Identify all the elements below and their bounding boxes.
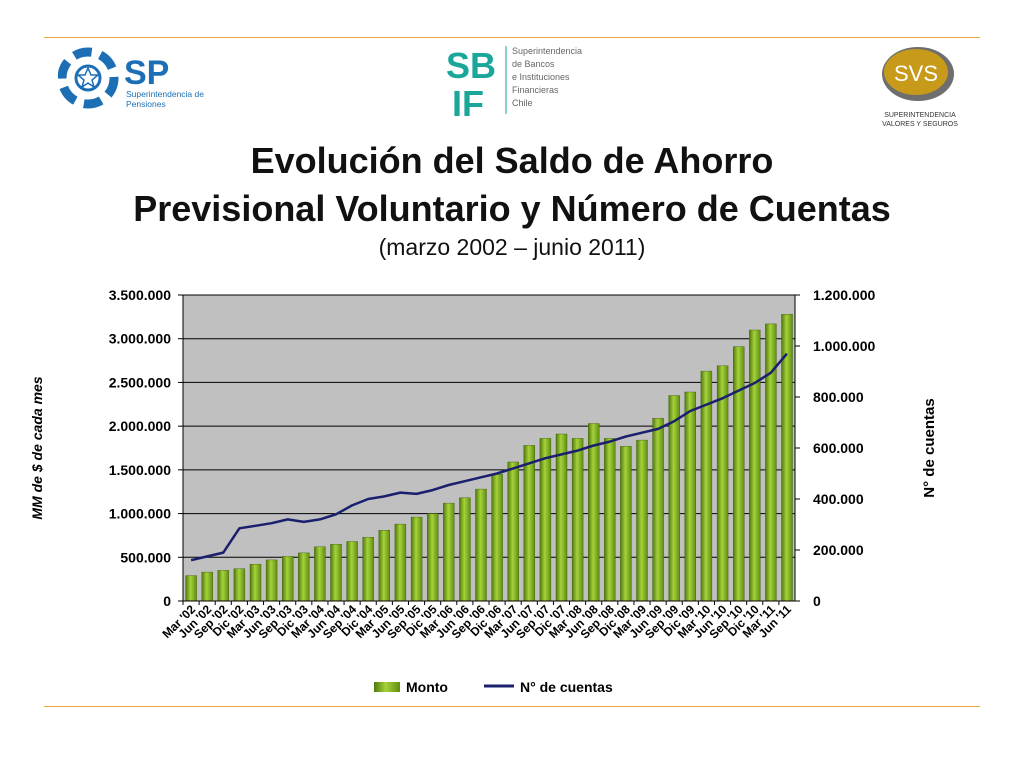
bottom-divider [44, 706, 980, 707]
bar-monto [620, 446, 632, 602]
bar-monto [314, 546, 326, 602]
bar-monto [507, 461, 519, 602]
page-subtitle: (marzo 2002 – junio 2011) [378, 234, 646, 260]
legend-label-cuentas: N° de cuentas [520, 679, 613, 695]
sp-logo-line2: Pensiones [126, 99, 166, 109]
sbif-logo-line: Superintendencia [512, 46, 582, 56]
sbif-logo-line: Chile [512, 98, 533, 108]
svs-logo-initials: SVS [894, 61, 938, 86]
bar-monto [217, 570, 230, 602]
bar-monto [330, 544, 342, 602]
savings-chart: 0 500.000 1.000.000 1.500.000 2.000.000 2.500… [29, 287, 938, 695]
legend: Monto N° de cuentas [374, 679, 613, 695]
page-title-line2: Previsional Voluntario y Número de Cuent… [133, 188, 891, 229]
y2-tick-label: 1.200.000 [813, 287, 875, 303]
line-cuentas [190, 352, 788, 562]
y2-tick-label: 600.000 [813, 440, 864, 456]
bar-monto [427, 513, 439, 602]
bar-monto [298, 552, 310, 602]
svs-logo-line1: SUPERINTENDENCIA [884, 112, 956, 119]
legend-swatch-monto [374, 682, 400, 692]
y-axis-label: MM de $ de cada mes [29, 376, 45, 519]
bar-monto [475, 488, 487, 602]
bar-monto [201, 571, 213, 602]
bar-monto [378, 530, 390, 602]
bar-monto [733, 346, 745, 602]
y2-tick-label: 0 [813, 593, 821, 609]
bar-monto [185, 575, 197, 602]
sbif-logo-initials-bottom: IF [452, 83, 484, 120]
y-tick-label: 500.000 [120, 549, 171, 565]
sbif-logo-line: e Instituciones [512, 72, 570, 82]
y2-axis-label: N° de cuentas [921, 398, 938, 497]
svs-logo-line2: VALORES Y SEGUROS [882, 121, 958, 128]
y2-tick-label: 800.000 [813, 389, 864, 405]
sbif-logo-initials-top: SB [446, 45, 496, 86]
svs-emblem-icon [884, 49, 948, 95]
bar-monto [539, 438, 552, 602]
bar-monto [588, 423, 600, 602]
bar-monto [555, 433, 568, 602]
bar-monto [765, 323, 777, 602]
bar-monto [604, 438, 616, 602]
sp-logo-initials: SP [124, 54, 169, 92]
bar-monto [652, 418, 664, 602]
sp-emblem-icon [58, 47, 119, 109]
bar-monto [571, 438, 584, 602]
bar-monto [410, 516, 423, 602]
bar-monto [394, 523, 407, 602]
y2-tick-label: 1.000.000 [813, 338, 875, 354]
svs-logo: SVS SUPERINTENDENCIA VALORES Y SEGUROS [882, 47, 958, 128]
y-tick-label: 3.000.000 [109, 331, 171, 347]
y2-tick-label: 400.000 [813, 491, 864, 507]
bar-monto [636, 439, 648, 602]
bar-monto [362, 537, 374, 602]
sbif-logo-line: Financieras [512, 85, 559, 95]
y-tick-label: 1.000.000 [109, 506, 171, 522]
bar-monto [249, 564, 262, 602]
bar-monto [282, 556, 294, 602]
legend-label-monto: Monto [406, 679, 448, 695]
sp-logo-line1: Superintendencia de [126, 89, 204, 99]
bar-monto [233, 568, 246, 602]
top-divider [44, 37, 980, 38]
sbif-logo: SB IF Superintendencia de Bancos e Institu… [446, 45, 582, 120]
bar-monto [265, 559, 278, 602]
bar-monto [523, 445, 535, 602]
bar-monto [443, 502, 455, 602]
bar-monto [459, 497, 471, 602]
y-tick-label: 3.500.000 [109, 287, 171, 303]
page-title-line1: Evolución del Saldo de Ahorro [250, 140, 774, 181]
bar-monto [346, 541, 358, 602]
bar-monto [684, 391, 696, 602]
y-tick-label: 2.000.000 [109, 418, 171, 434]
bar-monto [668, 395, 680, 602]
sbif-logo-line: de Bancos [512, 59, 555, 69]
y-tick-label: 0 [163, 593, 171, 609]
y-tick-label: 1.500.000 [109, 462, 171, 478]
sp-logo: SP Superintendencia de Pensiones [58, 47, 204, 109]
bar-monto [491, 473, 503, 602]
y-tick-label: 2.500.000 [109, 374, 171, 390]
y2-tick-label: 200.000 [813, 542, 864, 558]
bar-monto [749, 329, 761, 602]
